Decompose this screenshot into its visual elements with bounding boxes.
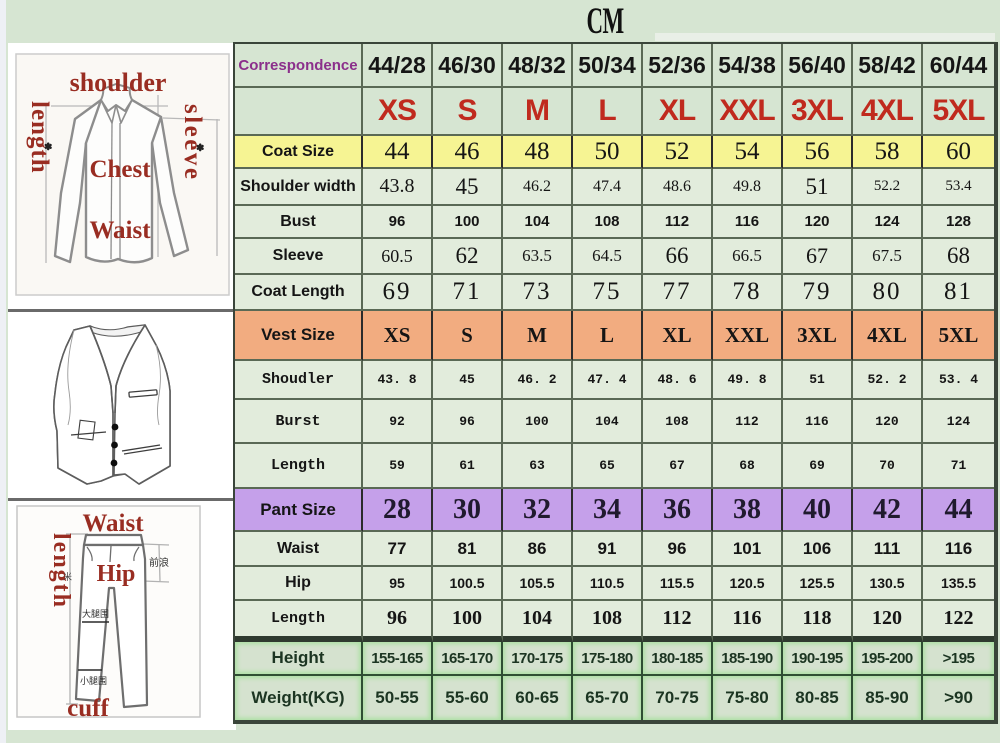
svg-text:✽: ✽ bbox=[44, 142, 52, 153]
svg-text:cuff: cuff bbox=[67, 695, 109, 722]
svg-text:前浪: 前浪 bbox=[149, 556, 169, 569]
svg-text:大腿围: 大腿围 bbox=[82, 608, 109, 619]
svg-text:length: length bbox=[48, 533, 74, 609]
svg-text:sleeve: sleeve bbox=[179, 104, 206, 181]
svg-text:小腿围: 小腿围 bbox=[80, 676, 107, 686]
svg-text:Waist: Waist bbox=[82, 510, 144, 537]
svg-text:米: 米 bbox=[63, 571, 72, 582]
svg-text:shoulder: shoulder bbox=[70, 68, 167, 97]
svg-text:Hip: Hip bbox=[97, 561, 136, 587]
svg-text:Waist: Waist bbox=[89, 217, 151, 244]
svg-text:Chest: Chest bbox=[89, 156, 151, 183]
svg-text:length: length bbox=[26, 101, 53, 174]
svg-text:✽: ✽ bbox=[196, 143, 204, 154]
